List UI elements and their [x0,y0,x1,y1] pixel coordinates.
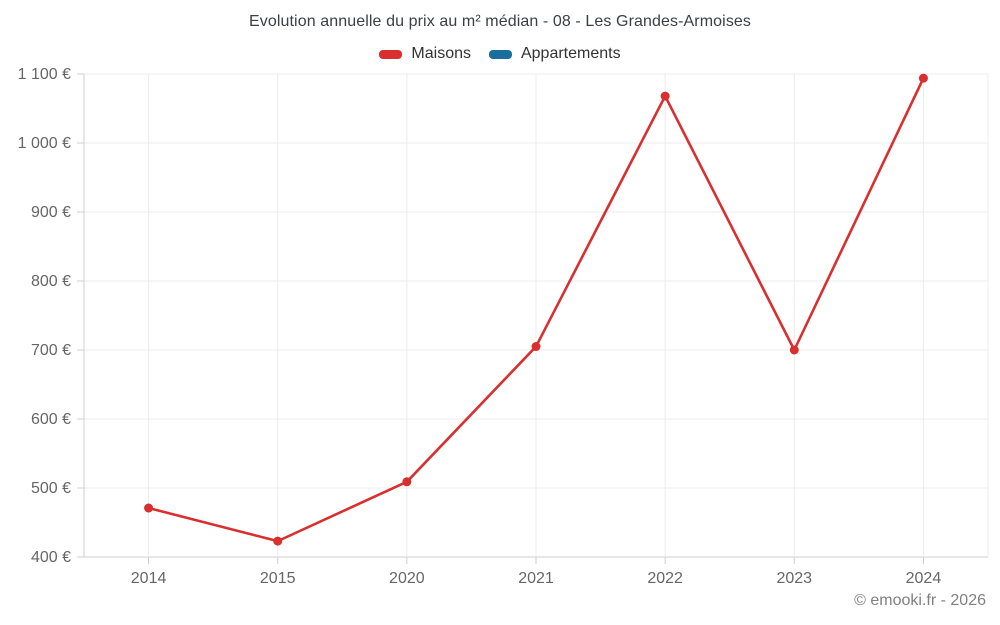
x-tick-label: 2015 [260,570,296,587]
footer-credit: © emooki.fr - 2026 [854,592,986,609]
maisons-point-2021[interactable] [531,342,541,352]
maisons-point-2014[interactable] [144,503,154,513]
maisons-point-2015[interactable] [273,536,283,546]
chart-legend: Maisons Appartements [0,45,1000,63]
y-tick-label: 500 € [31,480,71,497]
x-tick-label: 2024 [906,570,942,587]
maisons-legend-swatch-icon [379,49,403,59]
appartements-legend-swatch-icon [488,49,512,59]
maisons-point-2020[interactable] [402,477,412,487]
x-tick-label: 2023 [776,570,812,587]
x-tick-label: 2022 [647,570,683,587]
maisons-point-2024[interactable] [918,73,928,83]
y-tick-label: 800 € [31,273,71,290]
x-tick-label: 2014 [131,570,167,587]
x-tick-label: 2020 [389,570,425,587]
y-tick-label: 700 € [31,342,71,359]
y-tick-label: 1 100 € [18,66,71,83]
y-tick-label: 1 000 € [18,135,71,152]
legend-label-appartements: Appartements [520,45,621,62]
maisons-point-2023[interactable] [789,345,799,355]
y-tick-label: 900 € [31,204,71,221]
legend-item-maisons[interactable]: Maisons [379,45,471,63]
y-tick-label: 600 € [31,411,71,428]
y-tick-label: 400 € [31,549,71,566]
maisons-point-2022[interactable] [660,91,670,101]
x-tick-label: 2021 [518,570,554,587]
legend-label-maisons: Maisons [411,45,471,62]
chart-title: Evolution annuelle du prix au m² médian … [248,13,752,30]
legend-item-appartements[interactable]: Appartements [488,45,621,63]
